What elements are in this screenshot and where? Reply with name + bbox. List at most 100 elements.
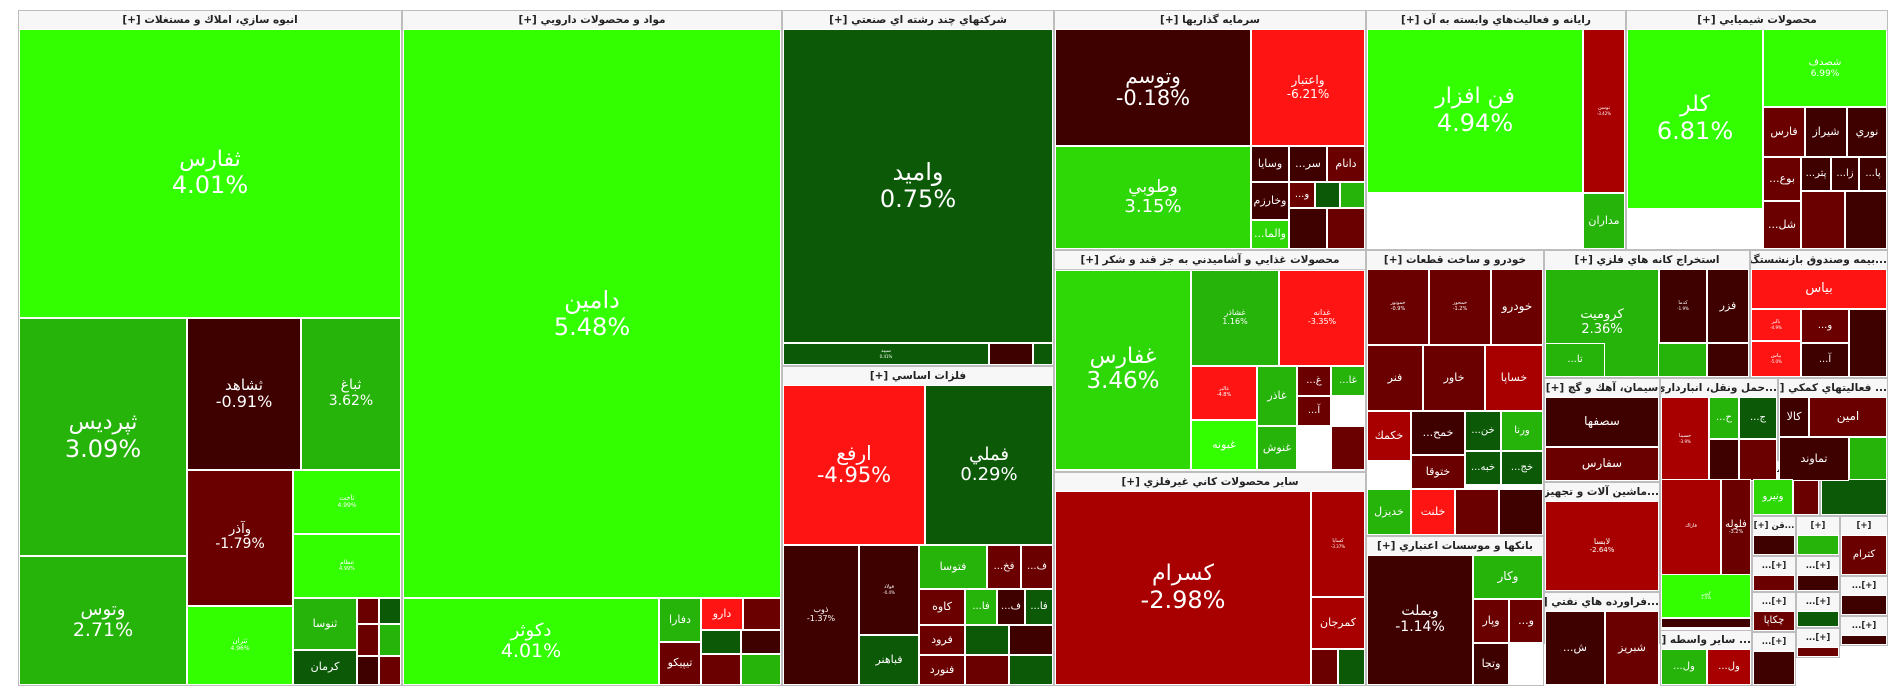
stock-tile[interactable]: خاور — [1423, 345, 1485, 411]
stock-tile[interactable]: و... — [1801, 309, 1849, 343]
stock-tile[interactable]: والما... — [1251, 220, 1289, 249]
minor-stock-tile[interactable] — [741, 654, 781, 685]
stock-tile[interactable]: دكوثر 4.01% — [403, 598, 659, 685]
sector-header[interactable]: [+]... — [1753, 557, 1795, 576]
stock-tile[interactable]: شصدف 6.99% — [1763, 29, 1887, 107]
minor-stock-tile[interactable] — [1338, 649, 1365, 685]
minor-stock-tile[interactable] — [379, 656, 401, 685]
stock-tile[interactable]: كساپا -3.37% — [1311, 491, 1365, 597]
stock-tile[interactable]: بياس — [1751, 269, 1887, 309]
stock-tile[interactable]: شبريز — [1605, 611, 1659, 685]
stock-tile[interactable]: شيراز — [1805, 107, 1847, 157]
stock-tile[interactable]: غدانه -3.35% — [1279, 270, 1365, 366]
stock-tile[interactable]: تيپيكو — [659, 642, 701, 685]
stock-tile[interactable]: وبملت -1.14% — [1367, 555, 1473, 685]
stock-tile[interactable]: گنجي 1.5% — [1661, 574, 1751, 618]
stock-tile[interactable]: فلوله -3.2% — [1721, 479, 1751, 575]
sector-header[interactable]: [+]... — [1753, 633, 1795, 652]
minor-stock-tile[interactable] — [965, 655, 1009, 685]
minor-stock-tile[interactable] — [1797, 611, 1839, 627]
stock-tile[interactable]: بپاس -5.0% — [1751, 341, 1801, 377]
stock-tile[interactable]: دارو — [701, 598, 743, 630]
minor-stock-tile[interactable] — [1739, 439, 1777, 481]
sector-header[interactable]: ساير محصولات كاني غيرفلزي [+] — [1055, 473, 1365, 492]
stock-tile[interactable]: فباهنر — [859, 635, 919, 685]
stock-tile[interactable]: وخارزم — [1251, 182, 1289, 220]
stock-tile[interactable]: وطوبي 3.15% — [1055, 146, 1251, 249]
stock-tile[interactable]: و... — [1289, 182, 1315, 208]
minor-stock-tile[interactable] — [357, 624, 379, 656]
sector-header[interactable]: [+]... — [1797, 593, 1839, 612]
stock-tile[interactable]: سر... — [1289, 146, 1327, 182]
minor-stock-tile[interactable] — [357, 598, 379, 624]
minor-stock-tile[interactable] — [701, 654, 741, 685]
minor-stock-tile[interactable] — [743, 598, 781, 630]
stock-tile[interactable]: حسينا -3.9% — [1661, 397, 1709, 481]
minor-stock-tile[interactable] — [1331, 426, 1365, 470]
stock-tile[interactable]: ثاخت 4.99% — [293, 470, 401, 534]
sector-header[interactable]: فلزات اساسي [+] — [783, 367, 1053, 386]
minor-stock-tile[interactable] — [1845, 191, 1887, 249]
sector-header[interactable]: مواد و محصولات دارويي [+] — [403, 11, 781, 30]
stock-tile[interactable]: ف... — [997, 589, 1025, 625]
sector-header[interactable]: [+]... — [1797, 557, 1839, 576]
sector-header[interactable]: [+]... — [1753, 593, 1795, 612]
stock-tile[interactable]: فاراك — [1661, 479, 1721, 575]
stock-tile[interactable]: ونيرو — [1753, 479, 1793, 515]
minor-stock-tile[interactable] — [1707, 343, 1749, 377]
stock-tile[interactable]: ثنوسا — [293, 598, 357, 650]
minor-stock-tile[interactable] — [1753, 535, 1795, 555]
stock-tile[interactable]: واعتبار -6.21% — [1251, 29, 1365, 146]
stock-tile[interactable]: كدما -1.9% — [1659, 269, 1707, 343]
stock-tile[interactable]: كلر 6.81% — [1627, 29, 1763, 209]
stock-tile[interactable]: امين — [1809, 397, 1887, 437]
stock-tile[interactable]: وتوس 2.71% — [19, 556, 187, 685]
sector-header[interactable]: [+]... — [1841, 617, 1887, 636]
stock-tile[interactable]: خكمك — [1367, 411, 1411, 461]
stock-tile[interactable]: نوري — [1847, 107, 1887, 157]
stock-tile[interactable]: غبونه — [1191, 420, 1257, 470]
stock-tile[interactable]: ول... — [1707, 649, 1751, 685]
stock-tile[interactable]: زا... — [1831, 157, 1859, 191]
stock-tile[interactable]: وتجا — [1473, 643, 1509, 685]
minor-stock-tile[interactable] — [1797, 647, 1839, 657]
sector-header[interactable]: ...قن [+] — [1753, 517, 1795, 536]
stock-tile[interactable]: توسن -3.42% — [1583, 29, 1625, 193]
sector-header[interactable]: محصولات غذايي و آشاميدني به جز قند و شكر… — [1055, 251, 1365, 270]
stock-tile[interactable]: خج... — [1501, 451, 1543, 485]
stock-tile[interactable]: خلنت — [1411, 489, 1455, 535]
minor-stock-tile[interactable] — [1753, 651, 1795, 685]
stock-tile[interactable]: خبه... — [1465, 451, 1501, 485]
stock-tile[interactable]: خديزل — [1367, 489, 1411, 535]
stock-tile[interactable]: تماوند — [1779, 437, 1849, 481]
stock-tile[interactable]: وتوسم -0.18% — [1055, 29, 1251, 146]
minor-stock-tile[interactable] — [701, 630, 741, 654]
sector-header[interactable]: ...بيمه وصندوق بازنشستگ [+] — [1751, 251, 1887, 270]
stock-tile[interactable]: آ... — [1297, 396, 1331, 426]
stock-tile[interactable]: كالا — [1779, 397, 1809, 437]
stock-tile[interactable]: ثتران 4.96% — [187, 606, 293, 685]
stock-tile[interactable]: پتر... — [1801, 157, 1831, 191]
stock-tile[interactable]: سصفها — [1545, 397, 1659, 447]
stock-tile[interactable]: ثنظام 4.99% — [293, 534, 401, 598]
stock-tile[interactable]: خساپا — [1485, 345, 1543, 411]
sector-header[interactable]: ... فعاليتهاي كمكي [+] — [1779, 379, 1887, 398]
sector-header[interactable]: محصولات شيميايي [+] — [1627, 11, 1887, 30]
stock-tile[interactable]: فنر — [1367, 345, 1423, 411]
stock-tile[interactable]: ح... — [1709, 397, 1739, 439]
sector-header[interactable]: سيمان، آهك و گچ [+] — [1545, 379, 1659, 398]
stock-tile[interactable]: دامين 5.48% — [403, 29, 781, 598]
stock-tile[interactable]: غفارس 3.46% — [1055, 270, 1191, 470]
minor-stock-tile[interactable] — [1793, 479, 1819, 515]
minor-stock-tile[interactable] — [989, 343, 1033, 365]
stock-tile[interactable]: فرود — [919, 625, 965, 655]
stock-tile[interactable]: فن افزار 4.94% — [1367, 29, 1583, 193]
minor-stock-tile[interactable] — [965, 625, 1009, 655]
minor-stock-tile[interactable] — [1753, 575, 1795, 591]
stock-tile[interactable]: غشاذر 1.16% — [1191, 270, 1279, 366]
stock-tile[interactable]: ف... — [1021, 545, 1053, 589]
stock-tile[interactable]: ثپرديس 3.09% — [19, 318, 187, 556]
stock-tile[interactable]: ثشاهد -0.91% — [187, 318, 301, 470]
stock-tile[interactable]: خمحور -1.2% — [1429, 269, 1491, 345]
stock-tile[interactable]: ثباغ 3.62% — [301, 318, 401, 470]
